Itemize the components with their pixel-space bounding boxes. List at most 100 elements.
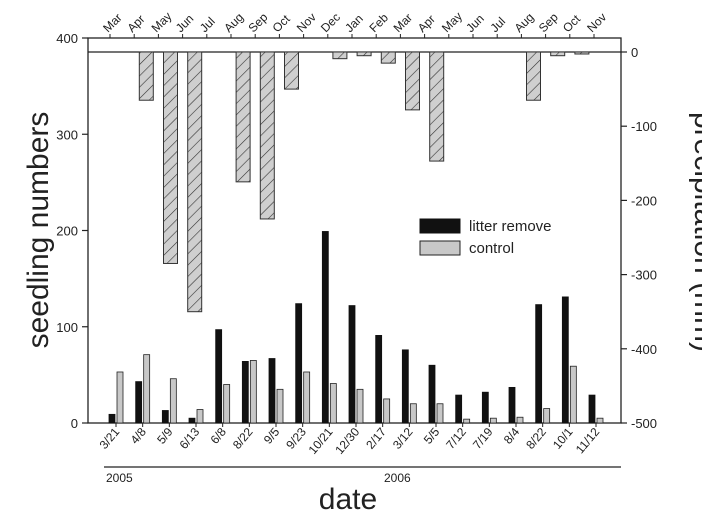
- month-label: Apr: [124, 12, 147, 35]
- precipitation-bar: [550, 51, 566, 57]
- bar-control: [356, 388, 364, 424]
- right-axis-ticks: 0 -100 -200 -300 -400 -500: [621, 45, 657, 431]
- bar-litter-remove: [401, 349, 409, 424]
- x-tick-label: 2/17: [363, 425, 389, 452]
- x-tick-label: 6/13: [177, 425, 203, 452]
- bar-control: [436, 403, 444, 424]
- left-axis-ticks: 0 100 200 300 400: [56, 31, 88, 431]
- left-tick-label: 0: [71, 416, 78, 431]
- bar-control: [596, 417, 604, 424]
- bar-litter-remove: [588, 394, 596, 424]
- month-label: Apr: [415, 12, 438, 35]
- left-tick-label: 200: [56, 224, 78, 239]
- precipitation-bar: [405, 51, 420, 111]
- precipitation-bars: [138, 51, 590, 313]
- precipitation-bar: [187, 51, 203, 313]
- year-label-2005: 2005: [106, 471, 133, 485]
- y-axis-title-right: precipitation (mm): [688, 112, 702, 352]
- bar-litter-remove: [188, 417, 196, 424]
- bar-litter-remove: [481, 391, 489, 424]
- bar-control: [516, 416, 524, 424]
- x-tick-label: 12/30: [332, 425, 362, 457]
- bar-litter-remove: [135, 381, 143, 424]
- x-tick-label: 7/12: [443, 425, 469, 452]
- month-label: Oct: [560, 12, 584, 36]
- month-label: Jul: [487, 14, 508, 35]
- legend-label-control: control: [469, 240, 514, 257]
- bar-control: [249, 360, 257, 424]
- month-label: Aug: [512, 10, 537, 35]
- x-tick-label: 7/19: [470, 425, 496, 452]
- bar-control: [169, 378, 177, 424]
- bar-control: [303, 371, 311, 424]
- bar-control: [143, 354, 151, 424]
- bar-control: [409, 403, 417, 424]
- right-tick-label: 0: [631, 45, 638, 60]
- month-label: Mar: [391, 11, 416, 36]
- seedling-bars: [108, 231, 604, 424]
- month-label: Sep: [536, 10, 561, 35]
- bar-control: [116, 371, 124, 424]
- x-tick-label: 8/22: [230, 425, 256, 452]
- bar-litter-remove: [295, 303, 303, 424]
- precipitation-bar: [380, 51, 396, 64]
- year-label-2006: 2006: [384, 471, 411, 485]
- x-tick-label: 8/22: [523, 425, 549, 452]
- right-tick-label: -400: [631, 342, 657, 357]
- x-axis-title: date: [319, 483, 377, 516]
- precipitation-bar: [356, 51, 372, 57]
- right-tick-label: -100: [631, 119, 657, 134]
- month-label: Aug: [221, 10, 246, 35]
- precipitation-bar: [429, 51, 445, 162]
- bar-litter-remove: [455, 394, 463, 424]
- bar-control: [383, 398, 391, 424]
- bar-control: [223, 384, 231, 424]
- precipitation-bar: [138, 51, 154, 101]
- bar-litter-remove: [161, 410, 169, 424]
- x-tick-label: 10/21: [306, 425, 336, 457]
- month-label: Jul: [197, 14, 218, 35]
- right-tick-label: -500: [631, 416, 657, 431]
- x-tick-label: 3/12: [390, 425, 416, 452]
- year-bracket: 2005 2006: [104, 466, 621, 485]
- month-label: Oct: [270, 12, 294, 36]
- x-tick-label: 6/8: [208, 425, 230, 447]
- month-label: May: [439, 9, 465, 35]
- precipitation-bar: [526, 51, 541, 101]
- month-label: Sep: [245, 10, 270, 35]
- bar-litter-remove: [321, 231, 329, 424]
- y-axis-title-left: seedling numbers: [22, 112, 55, 349]
- month-label: Nov: [294, 10, 319, 35]
- bar-litter-remove: [348, 305, 356, 424]
- month-label: Jun: [173, 12, 197, 36]
- month-label: Nov: [584, 10, 609, 35]
- legend: litter remove control: [419, 218, 552, 257]
- bar-litter-remove: [535, 304, 543, 424]
- bar-litter-remove: [241, 360, 249, 424]
- legend-label-litter-remove: litter remove: [469, 218, 552, 235]
- bar-litter-remove: [268, 358, 276, 424]
- bar-litter-remove: [375, 335, 383, 424]
- month-label: Jan: [342, 12, 366, 36]
- x-tick-label: 4/8: [128, 425, 150, 447]
- month-label: Jun: [463, 12, 487, 36]
- bar-litter-remove: [108, 413, 116, 424]
- precipitation-bar: [574, 51, 590, 55]
- bar-control: [196, 409, 204, 424]
- precipitation-bar: [284, 51, 299, 90]
- bar-control: [329, 383, 337, 424]
- month-label: May: [149, 9, 175, 35]
- month-label: Feb: [366, 10, 391, 35]
- bar-litter-remove: [215, 329, 223, 424]
- bar-litter-remove: [428, 364, 436, 424]
- month-label: Mar: [100, 11, 125, 36]
- x-tick-label: 11/12: [573, 425, 603, 457]
- precipitation-bar: [332, 51, 348, 60]
- bar-control: [463, 418, 471, 424]
- month-label: Dec: [318, 10, 343, 35]
- bar-control: [543, 408, 551, 424]
- precipitation-bar: [259, 51, 275, 220]
